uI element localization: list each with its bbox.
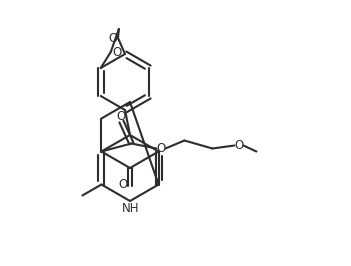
Text: O: O [108, 32, 118, 45]
Text: O: O [157, 142, 166, 155]
Text: O: O [117, 110, 126, 123]
Text: NH: NH [122, 202, 140, 215]
Text: O: O [118, 177, 128, 190]
Text: O: O [235, 139, 244, 152]
Text: O: O [112, 47, 121, 60]
